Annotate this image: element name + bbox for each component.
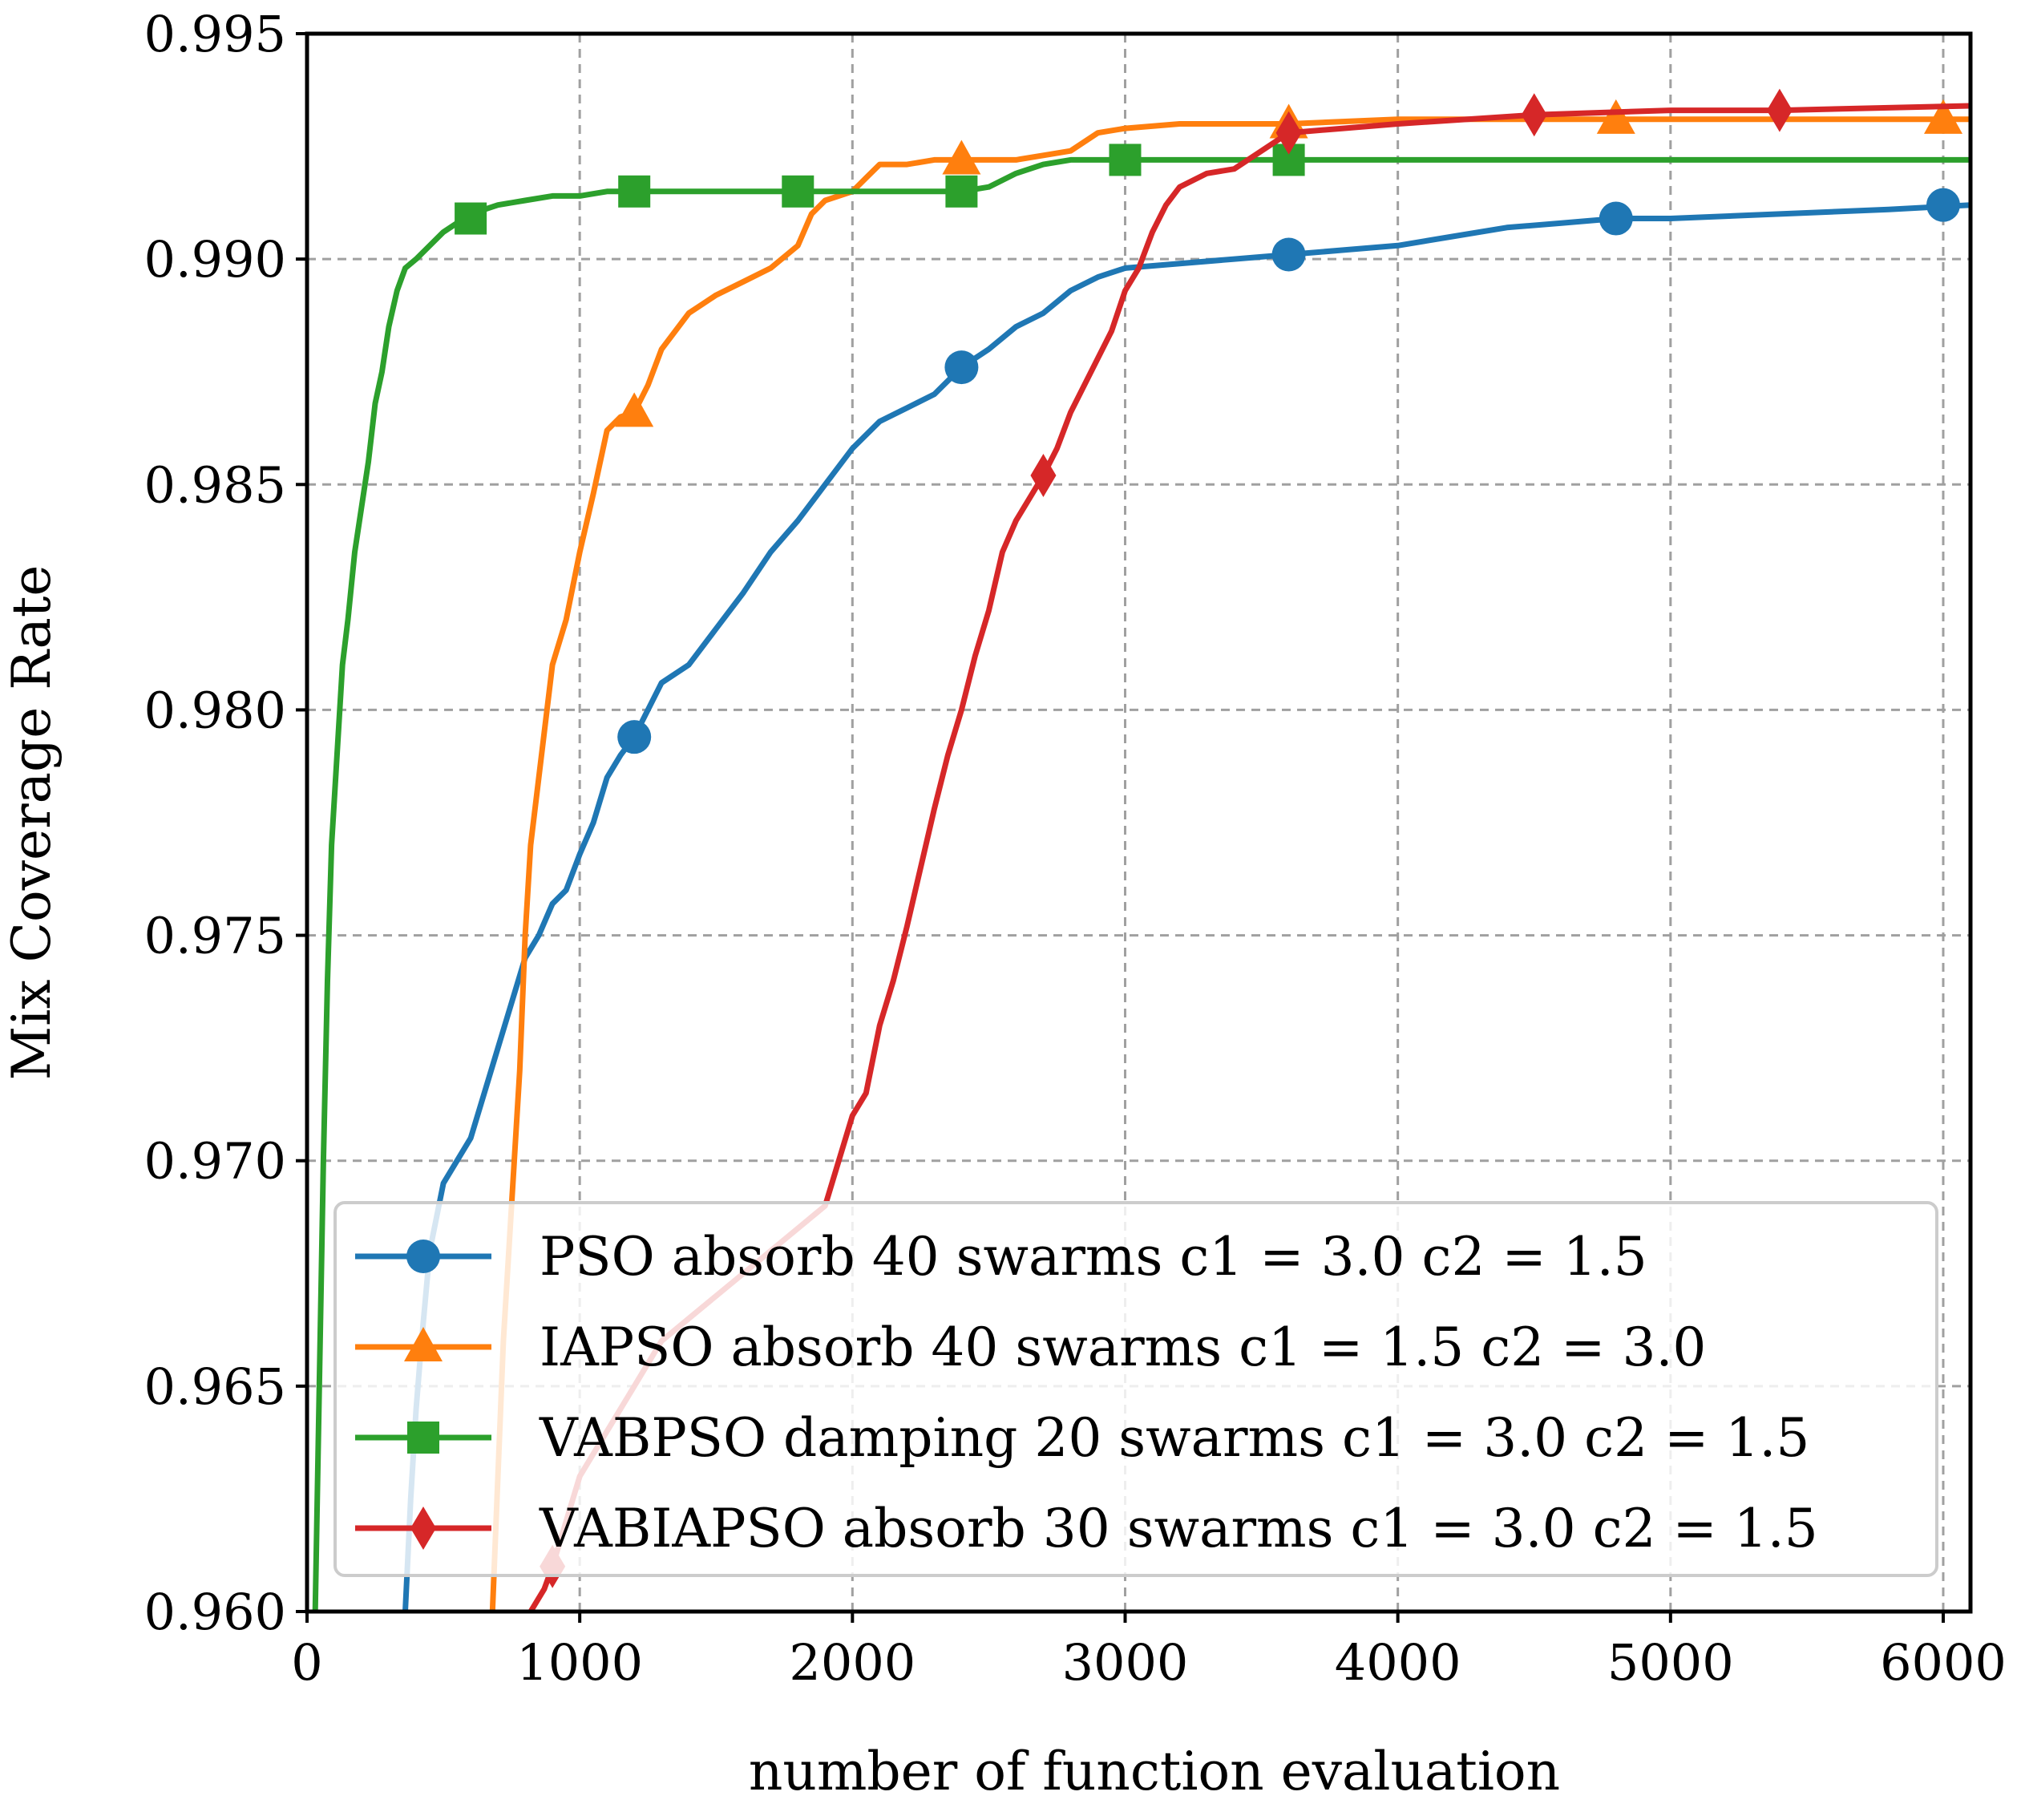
y-axis-label: Mix Coverage Rate: [1, 565, 63, 1081]
series-0-marker-3: [1599, 201, 1633, 236]
x-tick-label-5000: 5000: [1607, 1633, 1734, 1692]
series-line-0: [402, 202, 1970, 1612]
series-2-marker-4: [1109, 144, 1142, 176]
y-tick-label-6: 0.990: [144, 230, 287, 289]
y-tick-label-7: 0.995: [144, 5, 287, 63]
legend-entry-1: IAPSO absorb 40 swarms c1 = 1.5 c2 = 3.0: [355, 1316, 1706, 1378]
y-tick-label-4: 0.980: [144, 681, 287, 739]
legend-entry-0: PSO absorb 40 swarms c1 = 3.0 c2 = 1.5: [355, 1226, 1647, 1288]
y-tick-label-5: 0.985: [144, 455, 287, 514]
legend-entry-3: VABIAPSO absorb 30 swarms c1 = 3.0 c2 = …: [355, 1498, 1818, 1559]
series-3-marker-1: [1030, 454, 1057, 498]
series-1-marker-1: [942, 140, 981, 175]
legend: PSO absorb 40 swarms c1 = 3.0 c2 = 1.5 IA…: [333, 1201, 1938, 1577]
legend-label-3: VABIAPSO absorb 30 swarms c1 = 3.0 c2 = …: [539, 1498, 1818, 1559]
legend-swatch-marker-1: [404, 1327, 443, 1361]
series-2-marker-2: [782, 175, 814, 208]
legend-swatch-marker-0: [406, 1240, 440, 1273]
legend-entry-2: VABPSO damping 20 swarms c1 = 3.0 c2 = 1…: [355, 1407, 1809, 1469]
series-line-2: [312, 156, 1970, 1612]
x-tick-label-6000: 6000: [1880, 1633, 2007, 1692]
legend-swatch-marker-2: [407, 1422, 439, 1454]
series-1-marker-0: [615, 392, 654, 427]
y-tick-label-0: 0.960: [144, 1583, 287, 1641]
series-1-marker-4: [1923, 99, 1962, 134]
x-axis-label: number of function evaluation: [749, 1741, 1560, 1802]
series-2: [312, 144, 1970, 1612]
axes-frame: [305, 31, 1973, 1614]
y-tick-label-3: 0.975: [144, 907, 287, 965]
x-tick-label-3000: 3000: [1062, 1633, 1189, 1692]
legend-label-2: VABPSO damping 20 swarms c1 = 3.0 c2 = 1…: [539, 1407, 1809, 1469]
series-2-marker-1: [618, 175, 651, 208]
y-tick-label-2: 0.970: [144, 1132, 287, 1191]
x-tick-label-0: 0: [291, 1633, 322, 1692]
series-3-marker-2: [1275, 111, 1302, 155]
series-0-marker-0: [617, 720, 652, 754]
y-tick-label-1: 0.965: [144, 1357, 287, 1416]
series-2-marker-0: [455, 202, 487, 235]
legend-label-0: PSO absorb 40 swarms c1 = 3.0 c2 = 1.5: [540, 1226, 1647, 1288]
series-0-marker-2: [1271, 237, 1306, 272]
series-3-marker-3: [1521, 93, 1547, 137]
series-line-1: [489, 116, 1970, 1612]
series-1-marker-3: [1596, 99, 1635, 134]
legend-box: [333, 1201, 1938, 1577]
x-tick-label-2000: 2000: [789, 1633, 916, 1692]
x-tick-label-1000: 1000: [516, 1633, 643, 1692]
series-0: [402, 188, 1970, 1612]
series-0-marker-1: [944, 350, 979, 385]
legend-label-1: IAPSO absorb 40 swarms c1 = 1.5 c2 = 3.0: [540, 1316, 1706, 1378]
tick-labels: 0 1000 2000 3000 4000 5000 6000 0.960 0.965 0.970…: [144, 5, 2007, 1692]
x-tick-label-4000: 4000: [1335, 1633, 1461, 1692]
series-2-marker-3: [945, 175, 978, 208]
plot-frame: [305, 31, 1973, 1614]
legend-swatch-marker-3: [410, 1507, 436, 1550]
series-0-marker-4: [1926, 188, 1960, 222]
series-3-marker-4: [1766, 88, 1793, 132]
